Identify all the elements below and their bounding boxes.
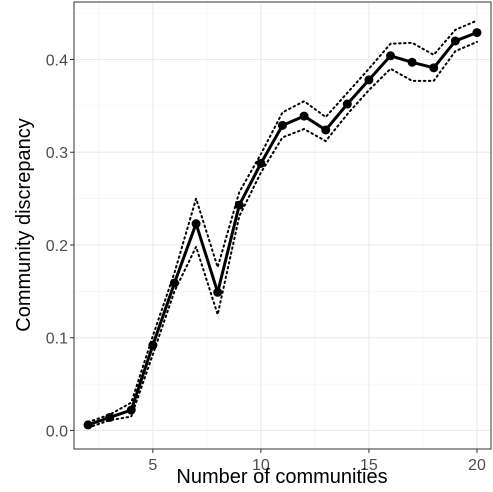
y-tick-label: 0.1 bbox=[46, 331, 68, 348]
data-point bbox=[213, 287, 223, 297]
y-tick-label: 0.3 bbox=[46, 145, 68, 162]
data-point bbox=[256, 158, 266, 168]
y-tick-label: 0.4 bbox=[46, 52, 68, 69]
data-point bbox=[126, 405, 136, 415]
lower-bound-line bbox=[87, 40, 478, 429]
data-point bbox=[299, 111, 309, 121]
data-point bbox=[148, 340, 158, 350]
data-point bbox=[429, 63, 439, 73]
data-point bbox=[472, 28, 482, 38]
plot-background bbox=[74, 2, 491, 449]
x-tick-label: 5 bbox=[148, 457, 157, 474]
y-tick-label: 0.0 bbox=[46, 423, 68, 440]
data-point bbox=[321, 125, 331, 135]
data-point bbox=[386, 51, 396, 61]
data-point bbox=[83, 420, 93, 430]
data-point bbox=[407, 57, 417, 67]
data-point bbox=[364, 75, 374, 85]
x-axis-title: Number of communities bbox=[176, 466, 387, 488]
y-axis-ticks: 0.0 0.1 0.2 0.3 0.4 bbox=[46, 52, 74, 440]
data-point bbox=[105, 412, 115, 422]
data-point bbox=[191, 219, 201, 229]
x-tick-label: 15 bbox=[360, 457, 378, 474]
data-point bbox=[342, 99, 352, 109]
data-point bbox=[169, 278, 179, 288]
x-axis-ticks: 5 10 15 20 bbox=[148, 449, 486, 474]
confidence-band-lines bbox=[87, 19, 478, 429]
data-point bbox=[450, 36, 460, 46]
x-tick-label: 10 bbox=[252, 457, 270, 474]
data-points bbox=[83, 28, 482, 430]
y-tick-label: 0.2 bbox=[46, 238, 68, 255]
y-axis-title: Community discrepancy bbox=[13, 118, 35, 331]
data-point bbox=[234, 200, 244, 210]
data-point bbox=[278, 120, 287, 130]
plot-border bbox=[73, 1, 492, 450]
x-tick-label: 20 bbox=[468, 457, 486, 474]
